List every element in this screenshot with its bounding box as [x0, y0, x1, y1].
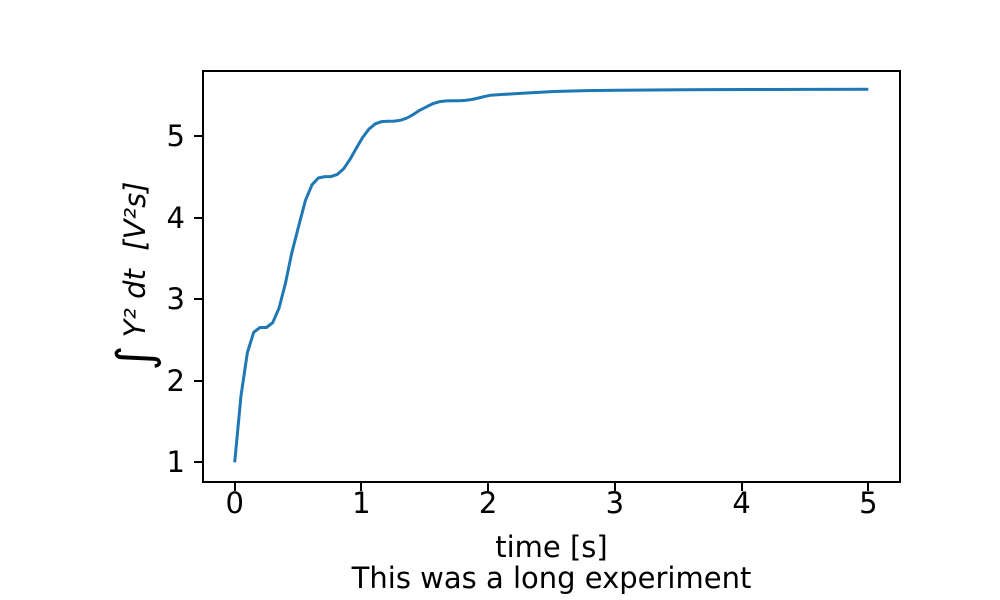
y-tick-label: 4 [166, 200, 185, 235]
y-tick-mark [194, 379, 202, 382]
x-tick-label: 4 [732, 486, 751, 520]
axes-frame [202, 70, 901, 483]
x-tick-mark [867, 483, 870, 491]
x-tick-mark [487, 483, 490, 491]
x-tick-label: 0 [225, 486, 244, 520]
x-tick-mark [740, 483, 743, 491]
x-axis-label: time [s] [495, 530, 608, 564]
y-tick-mark [194, 298, 202, 301]
x-tick-mark [233, 483, 236, 491]
y-tick-label: 2 [166, 363, 185, 398]
y-tick-label: 3 [166, 282, 185, 317]
x-tick-mark [360, 483, 363, 491]
x-tick-mark [613, 483, 616, 491]
y-tick-mark [194, 135, 202, 138]
plot-area [233, 87, 869, 463]
y-tick-mark [194, 216, 202, 219]
x-tick-label: 1 [352, 486, 371, 520]
y-axis-label: ∫ Y² dt [V²s] [107, 181, 163, 371]
y-tick-label: 5 [166, 119, 185, 154]
x-tick-label: 2 [478, 486, 498, 520]
x-axis-label-line2: This was a long experiment [351, 561, 752, 595]
y-tick-label: 1 [166, 445, 185, 480]
x-tick-label: 5 [859, 486, 878, 520]
x-tick-label: 3 [605, 486, 625, 520]
y-tick-mark [194, 461, 202, 464]
data-line [233, 87, 869, 463]
integral-symbol: ∫ [107, 345, 163, 371]
y-axis-label-text: Y² dt [V²s] [118, 181, 152, 338]
x-axis-label-block: time [s] This was a long experiment [203, 532, 900, 594]
